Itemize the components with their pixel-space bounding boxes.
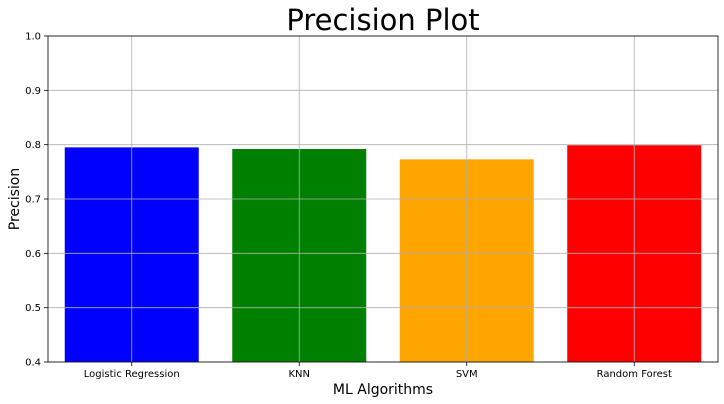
- x-tick-label: Random Forest: [597, 369, 672, 380]
- y-tick-label: 0.7: [25, 195, 41, 206]
- x-axis-label: ML Algorithms: [333, 382, 433, 398]
- x-tick-label: KNN: [288, 369, 310, 380]
- chart-title: Precision Plot: [286, 3, 479, 37]
- y-tick-label: 1.0: [25, 32, 41, 43]
- plot-area: 0.4 0.5 0.6 0.7 0.8 0.9 1.0 Logistic Regression…: [25, 32, 719, 380]
- y-axis-label: Precision: [7, 168, 23, 230]
- x-tick-label: Logistic Regression: [84, 369, 180, 380]
- y-tick-label: 0.4: [25, 358, 41, 369]
- y-tick-label: 0.9: [25, 86, 41, 97]
- y-tick-label: 0.5: [25, 303, 41, 314]
- y-tick-label: 0.8: [25, 140, 41, 151]
- x-tick-label: SVM: [456, 369, 478, 380]
- y-tick-label: 0.6: [25, 249, 41, 260]
- plot-frame: [47, 35, 719, 363]
